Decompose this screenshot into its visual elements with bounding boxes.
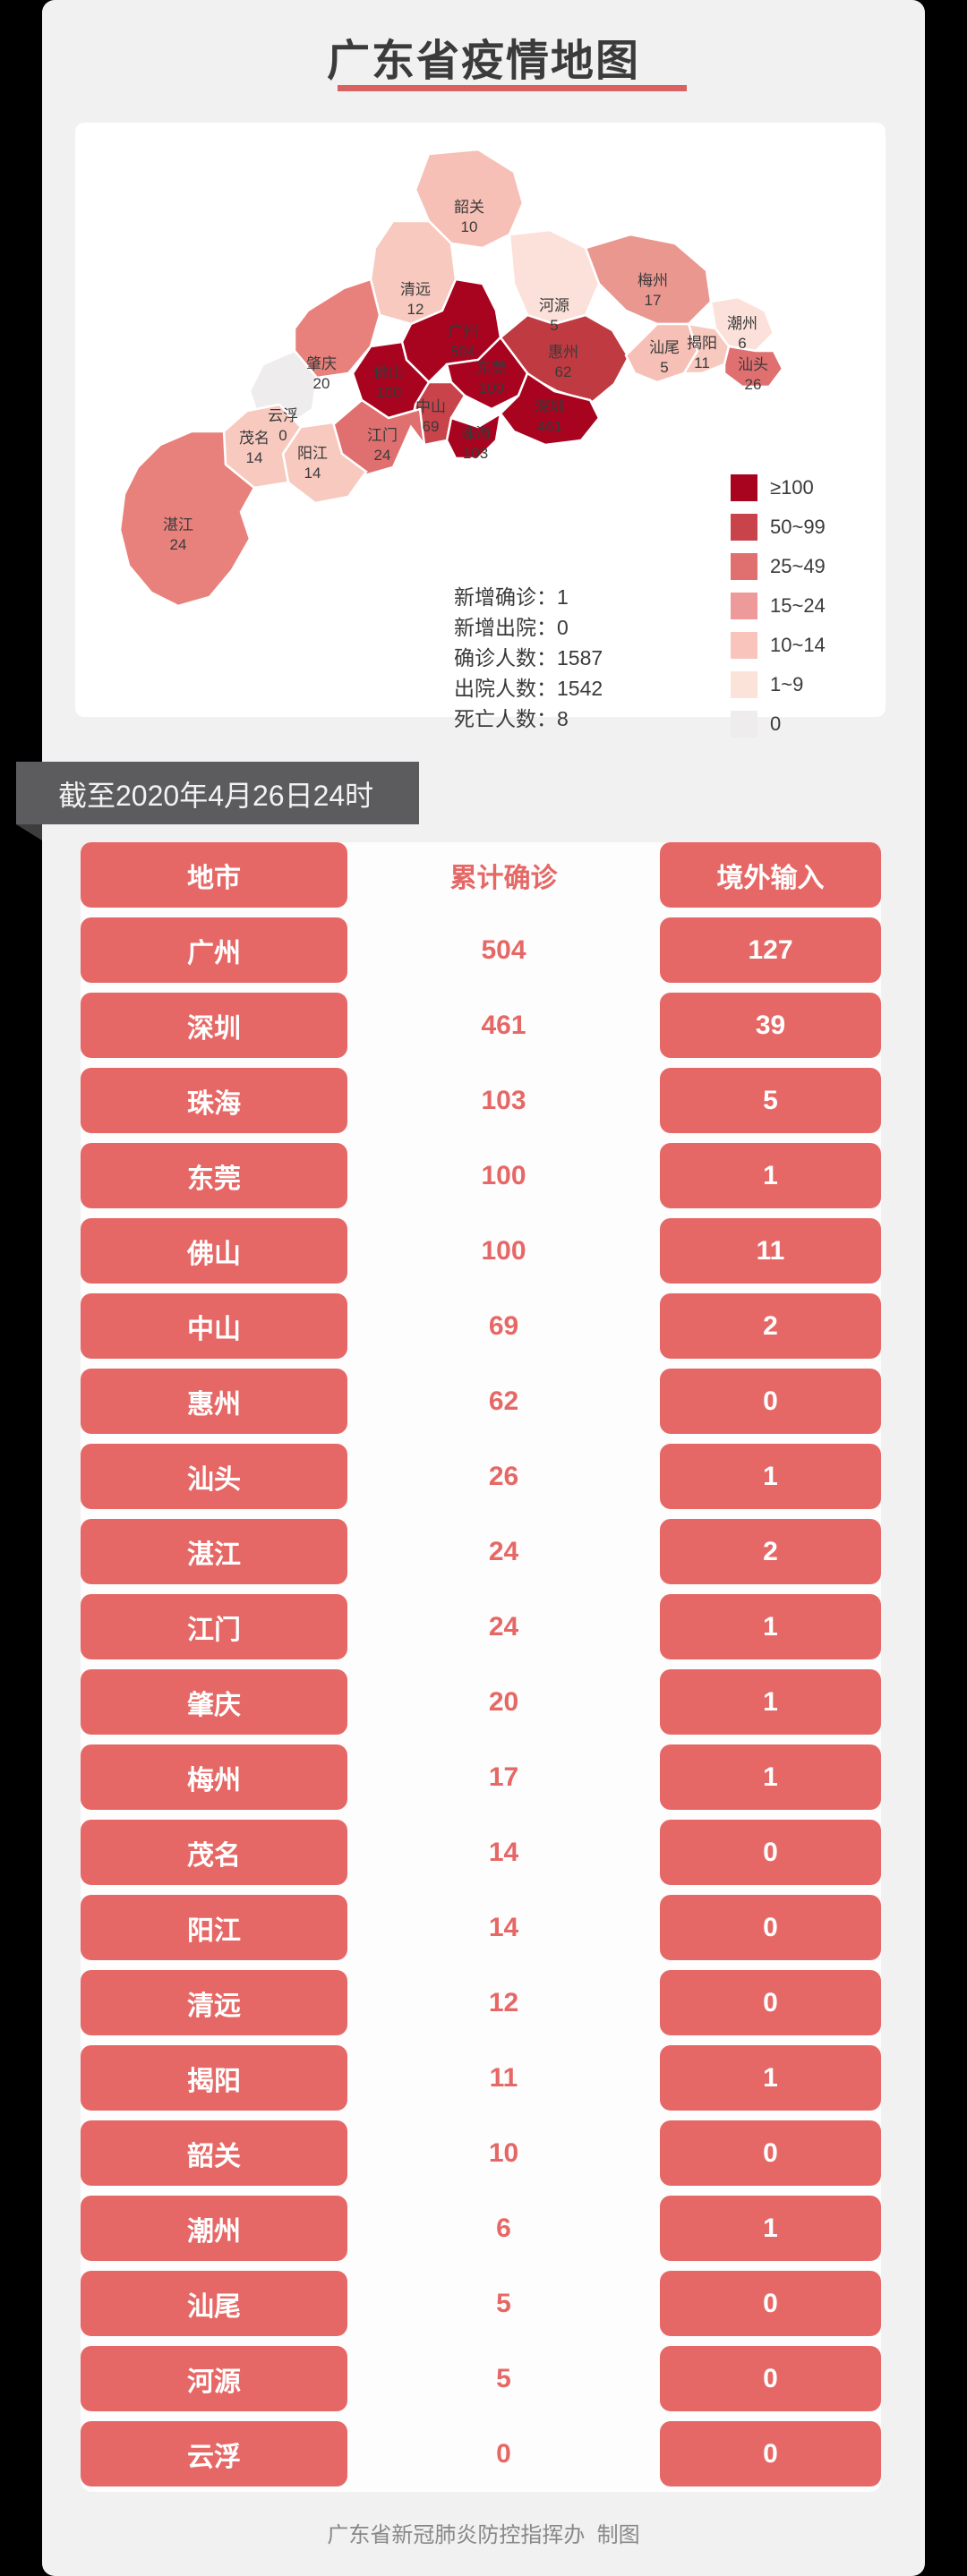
svg-text:阳江: 阳江 <box>297 445 328 462</box>
svg-text:103: 103 <box>463 445 488 462</box>
svg-text:佛山: 佛山 <box>373 364 404 381</box>
svg-text:云浮: 云浮 <box>268 407 298 424</box>
svg-text:梅州: 梅州 <box>638 272 668 289</box>
svg-text:100: 100 <box>376 384 401 401</box>
svg-text:17: 17 <box>645 292 662 309</box>
svg-text:14: 14 <box>304 465 321 482</box>
svg-text:5: 5 <box>660 359 668 376</box>
svg-text:12: 12 <box>407 301 424 318</box>
svg-text:珠海: 珠海 <box>460 425 491 442</box>
svg-text:26: 26 <box>745 376 762 393</box>
svg-text:潮州: 潮州 <box>727 315 757 332</box>
svg-text:韶关: 韶关 <box>454 199 484 216</box>
svg-text:62: 62 <box>555 363 572 380</box>
svg-text:100: 100 <box>479 380 504 397</box>
svg-text:69: 69 <box>423 418 440 435</box>
svg-text:24: 24 <box>374 447 391 464</box>
svg-text:揭阳: 揭阳 <box>687 335 717 352</box>
svg-text:6: 6 <box>738 335 746 352</box>
svg-text:广州: 广州 <box>448 323 478 340</box>
svg-text:茂名: 茂名 <box>239 430 270 447</box>
svg-text:461: 461 <box>537 418 562 435</box>
svg-text:10: 10 <box>461 218 478 235</box>
svg-text:5: 5 <box>550 317 558 334</box>
svg-text:汕尾: 汕尾 <box>649 339 680 356</box>
svg-text:深圳: 深圳 <box>535 398 565 415</box>
svg-text:肇庆: 肇庆 <box>306 355 337 372</box>
svg-text:江门: 江门 <box>367 427 398 444</box>
svg-text:东莞: 东莞 <box>476 360 507 377</box>
svg-text:20: 20 <box>313 375 330 392</box>
svg-text:14: 14 <box>246 449 263 466</box>
svg-text:河源: 河源 <box>539 297 569 314</box>
svg-text:清远: 清远 <box>400 281 431 298</box>
svg-text:惠州: 惠州 <box>548 344 578 361</box>
svg-text:汕头: 汕头 <box>738 356 768 373</box>
svg-text:504: 504 <box>450 343 475 360</box>
svg-text:中山: 中山 <box>415 398 446 415</box>
svg-text:0: 0 <box>278 427 287 444</box>
svg-text:湛江: 湛江 <box>163 516 193 533</box>
svg-text:24: 24 <box>170 536 187 553</box>
svg-text:11: 11 <box>694 354 710 371</box>
